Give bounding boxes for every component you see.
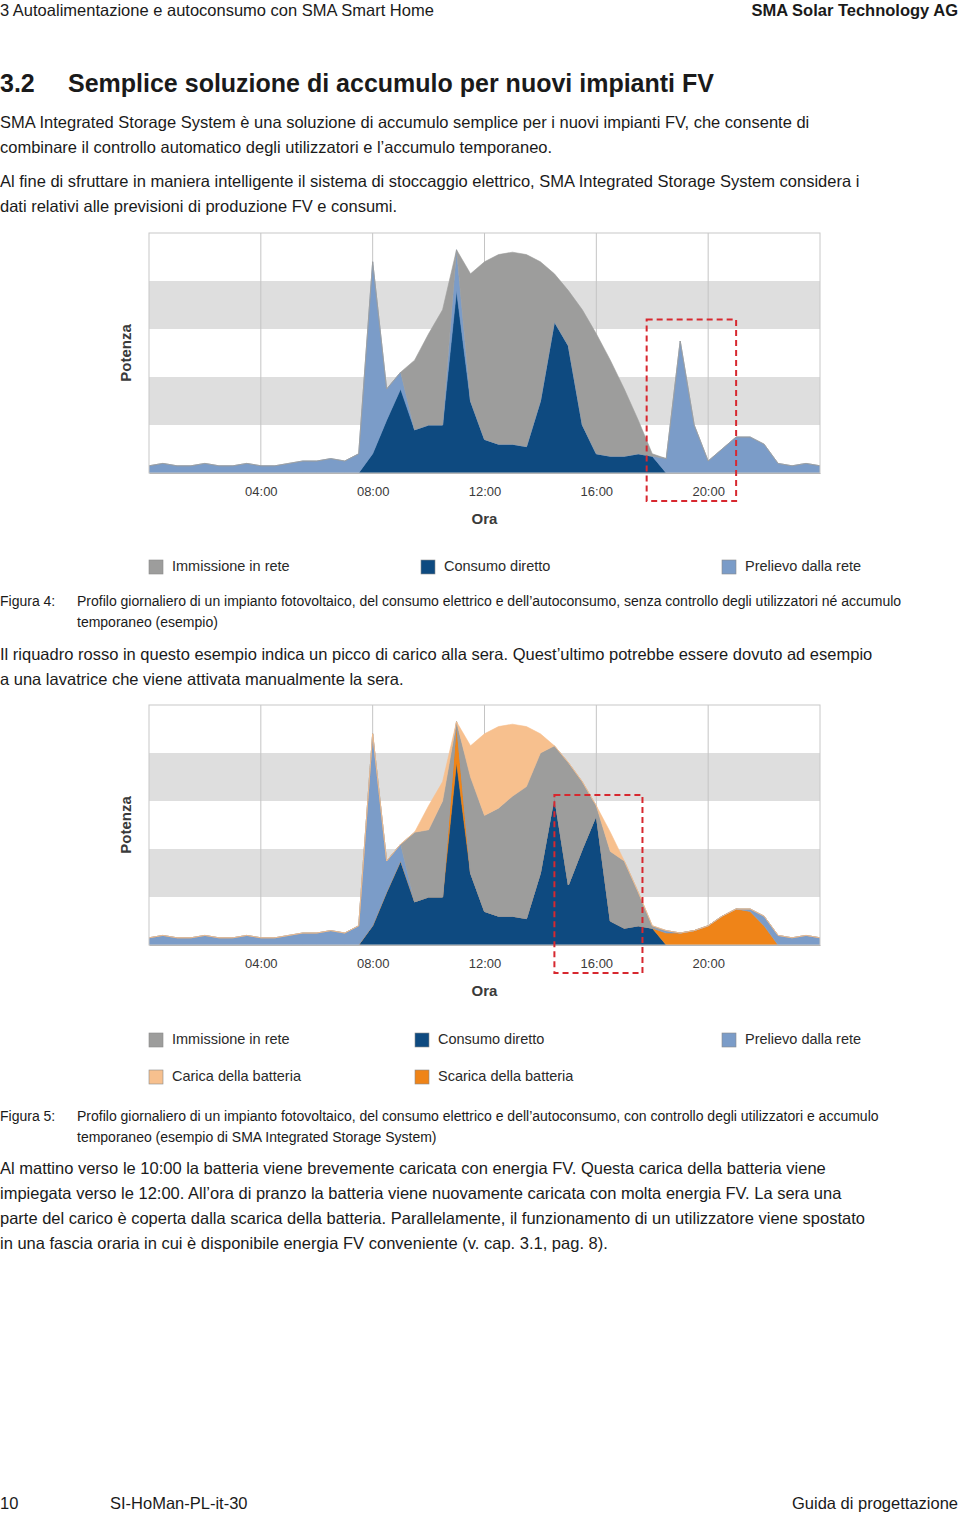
plot-background bbox=[149, 233, 820, 473]
legend: Immissione in rete Consumo diretto Preliev… bbox=[149, 558, 861, 574]
series-area bbox=[149, 250, 820, 466]
x-tick-label: 12:00 bbox=[469, 484, 502, 499]
grid-line bbox=[708, 233, 709, 473]
paragraph-line: impiegata verso le 12:00. All’ora di pra… bbox=[0, 1183, 841, 1204]
areas bbox=[149, 722, 820, 945]
figure-label: Figura 4: bbox=[0, 593, 55, 611]
legend-item: Consumo diretto bbox=[415, 1031, 544, 1047]
legend-swatch bbox=[149, 560, 163, 574]
legend: Immissione in rete Consumo diretto Preliev… bbox=[149, 1031, 861, 1084]
x-tick: 16:00 bbox=[581, 473, 614, 499]
legend-swatch bbox=[722, 560, 736, 574]
x-tick: 12:00 bbox=[469, 473, 502, 499]
paragraph-line: parte del carico è coperta dalla scarica… bbox=[0, 1208, 865, 1229]
paragraph-line: a una lavatrice che viene attivata manua… bbox=[0, 669, 404, 690]
x-axis: 04:00 08:00 12:00 16:00 20:00 bbox=[150, 945, 821, 971]
paragraph-line: dati relativi alle previsioni di produzi… bbox=[0, 196, 397, 217]
x-tick: 12:00 bbox=[469, 945, 502, 971]
x-tick-label: 12:00 bbox=[469, 956, 502, 971]
legend-label: Scarica della batteria bbox=[438, 1068, 574, 1084]
page-header-brand: SMA Solar Technology AG bbox=[751, 0, 958, 20]
areas bbox=[149, 250, 820, 473]
series-area bbox=[149, 722, 820, 945]
legend-item: Immissione in rete bbox=[149, 558, 290, 574]
x-tick-label: 16:00 bbox=[581, 484, 614, 499]
legend-item: Scarica della batteria bbox=[415, 1068, 574, 1084]
y-axis-title: Potenza bbox=[117, 324, 134, 382]
legend-swatch bbox=[415, 1033, 429, 1047]
x-tick-label: 20:00 bbox=[692, 484, 725, 499]
figure-caption: temporaneo (esempio di SMA Integrated St… bbox=[77, 1129, 437, 1147]
series-area bbox=[149, 722, 820, 945]
paragraph-line: Il riquadro rosso in questo esempio indi… bbox=[0, 644, 872, 665]
legend-label: Carica della batteria bbox=[172, 1068, 302, 1084]
x-axis-line bbox=[150, 945, 821, 946]
highlight-box bbox=[554, 795, 642, 973]
page: 3 Autoalimentazione e autoconsumo con SM… bbox=[0, 0, 960, 1516]
series-area bbox=[149, 722, 820, 938]
charts-canvas: 04:00 08:00 12:00 16:00 20:00 Ora Potenza Immis… bbox=[0, 0, 960, 1516]
x-axis-title: Ora bbox=[472, 510, 499, 527]
x-tick: 08:00 bbox=[357, 945, 390, 971]
legend-label: Consumo diretto bbox=[444, 558, 550, 574]
chart: 04:00 08:00 12:00 16:00 20:00 Ora Potenza Immis… bbox=[117, 705, 861, 1084]
x-tick: 20:00 bbox=[692, 945, 725, 971]
page-header: 3 Autoalimentazione e autoconsumo con SM… bbox=[0, 0, 434, 20]
x-axis: 04:00 08:00 12:00 16:00 20:00 bbox=[150, 473, 821, 499]
x-tick: 20:00 bbox=[692, 473, 725, 499]
section-title: Semplice soluzione di accumulo per nuovi… bbox=[68, 68, 714, 99]
x-tick-label: 08:00 bbox=[357, 956, 390, 971]
y-axis-title: Potenza bbox=[117, 796, 134, 854]
grid-line bbox=[260, 705, 261, 945]
x-tick: 04:00 bbox=[245, 945, 278, 971]
legend-label: Prelievo dalla rete bbox=[745, 1031, 861, 1047]
paragraph-line: Al mattino verso le 10:00 la batteria vi… bbox=[0, 1158, 826, 1179]
x-tick-label: 04:00 bbox=[245, 956, 278, 971]
legend-label: Immissione in rete bbox=[172, 1031, 290, 1047]
legend-swatch bbox=[421, 560, 435, 574]
page-number: 10 bbox=[0, 1493, 18, 1514]
legend-label: Consumo diretto bbox=[438, 1031, 544, 1047]
legend-item: Consumo diretto bbox=[421, 558, 550, 574]
series-area bbox=[149, 722, 820, 938]
x-tick-label: 20:00 bbox=[692, 956, 725, 971]
highlight-box bbox=[647, 319, 736, 501]
x-tick-label: 08:00 bbox=[357, 484, 390, 499]
legend-item: Prelievo dalla rete bbox=[722, 558, 861, 574]
paragraph-line: in una fascia oraria in cui è disponibil… bbox=[0, 1233, 608, 1254]
document-code: SI-HoMan-PL-it-30 bbox=[110, 1493, 248, 1514]
legend-swatch bbox=[149, 1033, 163, 1047]
figure-label: Figura 5: bbox=[0, 1108, 55, 1126]
x-tick-label: 16:00 bbox=[581, 956, 614, 971]
legend-swatch bbox=[415, 1070, 429, 1084]
paragraph-line: combinare il controllo automatico degli … bbox=[0, 137, 552, 158]
legend-item: Immissione in rete bbox=[149, 1031, 290, 1047]
plot-frame bbox=[149, 233, 820, 473]
document-type: Guida di progettazione bbox=[792, 1493, 958, 1514]
series-area bbox=[149, 250, 820, 473]
figure-caption: temporaneo (esempio) bbox=[77, 614, 218, 632]
legend-swatch bbox=[722, 1033, 736, 1047]
plot-background bbox=[149, 705, 820, 945]
x-tick: 04:00 bbox=[245, 473, 278, 499]
grid-line bbox=[260, 233, 261, 473]
x-tick: 08:00 bbox=[357, 473, 390, 499]
legend-item: Prelievo dalla rete bbox=[722, 1031, 861, 1047]
legend-swatch bbox=[149, 1070, 163, 1084]
paragraph-line: SMA Integrated Storage System è una solu… bbox=[0, 112, 809, 133]
section-number: 3.2 bbox=[0, 68, 35, 99]
legend-label: Immissione in rete bbox=[172, 558, 290, 574]
figure-caption: Profilo giornaliero di un impianto fotov… bbox=[77, 1108, 879, 1126]
x-tick-label: 04:00 bbox=[245, 484, 278, 499]
plot-frame bbox=[149, 705, 820, 945]
x-axis-title: Ora bbox=[472, 982, 499, 999]
x-axis-line bbox=[150, 473, 821, 474]
x-tick: 16:00 bbox=[581, 945, 614, 971]
legend-item: Carica della batteria bbox=[149, 1068, 302, 1084]
chart: 04:00 08:00 12:00 16:00 20:00 Ora Potenza Immis… bbox=[117, 233, 861, 574]
legend-label: Prelievo dalla rete bbox=[745, 558, 861, 574]
grid-line bbox=[708, 705, 709, 945]
paragraph-line: Al fine di sfruttare in maniera intellig… bbox=[0, 171, 859, 192]
figure-caption: Profilo giornaliero di un impianto fotov… bbox=[77, 593, 901, 611]
